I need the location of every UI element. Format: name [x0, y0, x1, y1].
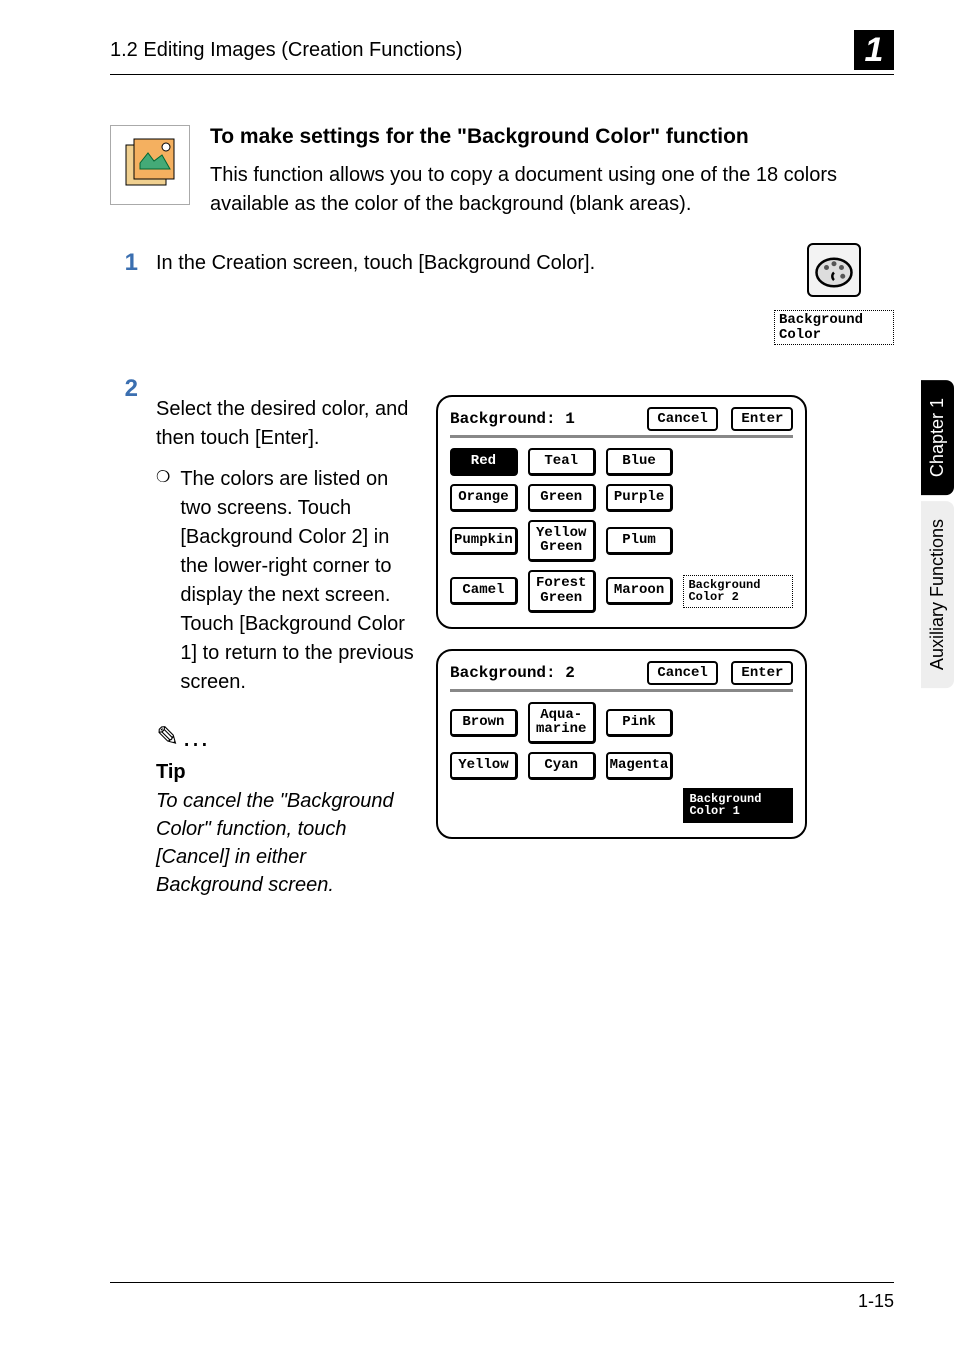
panel-2-enter-button[interactable]: Enter — [731, 661, 793, 685]
color-option[interactable]: Magenta — [606, 752, 674, 780]
color-option[interactable]: Yellow — [450, 752, 518, 780]
color-option[interactable]: Teal — [528, 448, 596, 476]
panel-1-title-prefix: Background: — [450, 410, 556, 428]
section-body: This function allows you to copy a docum… — [210, 161, 894, 219]
color-option[interactable]: Pink — [606, 709, 674, 737]
step-2-intro: Select the desired color, and then touch… — [156, 395, 416, 453]
panel-1-cancel-button[interactable]: Cancel — [647, 407, 717, 431]
side-tab-chapter[interactable]: Chapter 1 — [921, 380, 954, 495]
step-2-number: 2 — [110, 375, 138, 899]
color-option[interactable]: Forest Green — [528, 570, 596, 612]
tip-icon: ✎… — [156, 717, 416, 758]
color-option[interactable]: Red — [450, 448, 518, 476]
step-1-number: 1 — [110, 249, 138, 345]
color-option[interactable]: Pumpkin — [450, 527, 518, 555]
panel-1-enter-button[interactable]: Enter — [731, 407, 793, 431]
tip-body: To cancel the "Background Color" functio… — [156, 787, 416, 899]
color-option[interactable]: Green — [528, 484, 596, 512]
side-tab-section[interactable]: Auxiliary Functions — [921, 501, 954, 688]
panel-2-title-num: 2 — [565, 664, 575, 682]
color-option[interactable]: Brown — [450, 709, 518, 737]
step-2-substep: The colors are listed on two screens. To… — [180, 465, 416, 697]
nav-background-color-2[interactable]: Background Color 2 — [683, 575, 793, 608]
tip-label: Tip — [156, 758, 416, 787]
color-option[interactable]: Plum — [606, 527, 674, 555]
color-option[interactable]: Camel — [450, 577, 518, 605]
background-color-button-label: Background Color — [774, 310, 894, 345]
panel-1-title-num: 1 — [565, 410, 575, 428]
color-option[interactable]: Purple — [606, 484, 674, 512]
panel-2-title-prefix: Background: — [450, 664, 556, 682]
color-option[interactable]: Maroon — [606, 577, 674, 605]
chapter-number-badge: 1 — [854, 30, 894, 70]
color-option[interactable]: Orange — [450, 484, 518, 512]
step-1-text: In the Creation screen, touch [Backgroun… — [156, 252, 595, 274]
background-panel-1: Background: 1 Cancel Enter Red Teal Blue Or… — [436, 395, 807, 628]
color-option[interactable]: Blue — [606, 448, 674, 476]
color-option[interactable]: Cyan — [528, 752, 596, 780]
section-icon — [110, 125, 190, 205]
nav-background-color-1[interactable]: Background Color 1 — [683, 788, 793, 823]
panel-2-cancel-button[interactable]: Cancel — [647, 661, 717, 685]
page-number: 1-15 — [858, 1291, 894, 1311]
palette-icon — [807, 243, 861, 297]
color-option[interactable]: Aqua- marine — [528, 702, 596, 744]
background-color-button[interactable]: Background Color — [774, 243, 894, 345]
substep-bullet: ❍ — [156, 465, 170, 697]
section-heading: To make settings for the "Background Col… — [210, 125, 894, 149]
background-panel-2: Background: 2 Cancel Enter Brown Aqua- ma… — [436, 649, 807, 839]
color-option[interactable]: Yellow Green — [528, 520, 596, 562]
page-header-title: 1.2 Editing Images (Creation Functions) — [110, 39, 462, 62]
